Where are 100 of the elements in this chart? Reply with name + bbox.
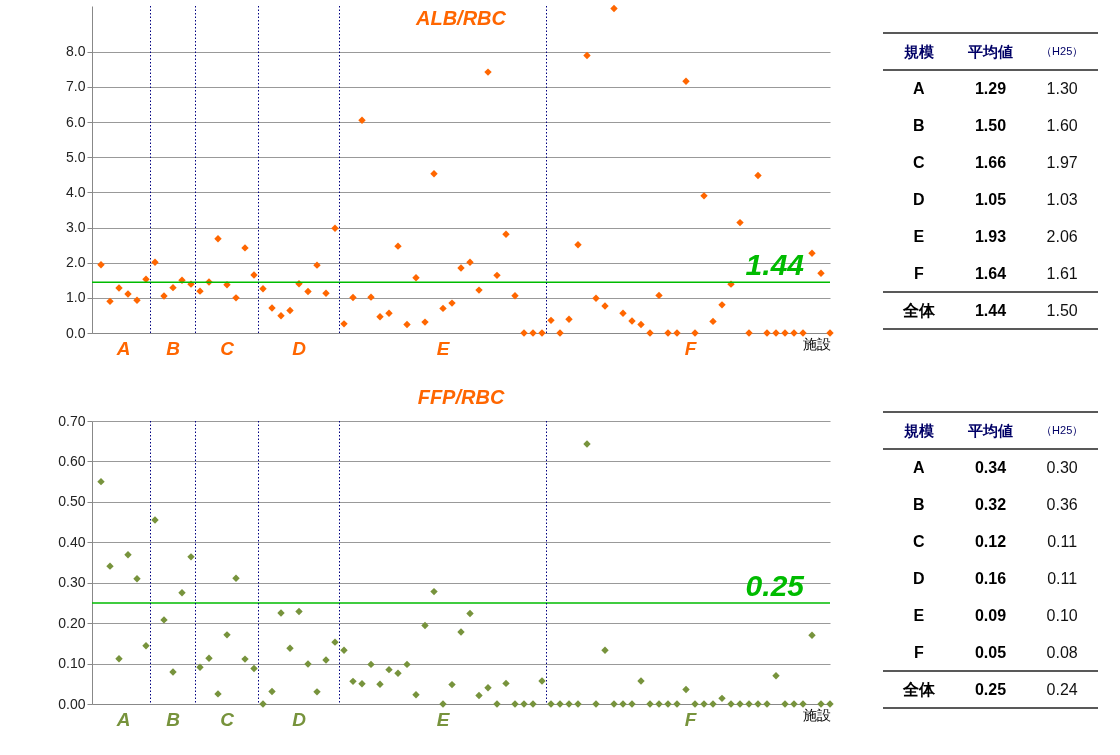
text: B <box>166 338 181 359</box>
text: （H25） <box>1041 423 1084 436</box>
point <box>133 296 141 305</box>
point <box>610 4 618 13</box>
text: A <box>115 709 131 730</box>
y-tick-label: 1.0 <box>66 289 86 306</box>
point <box>502 679 510 688</box>
text: 0.09 <box>974 606 1007 624</box>
text: 全体 <box>901 680 936 698</box>
point <box>295 607 303 616</box>
point <box>385 309 393 318</box>
x-axis-title: 施設 <box>802 706 831 723</box>
text: （H25） <box>1041 44 1084 57</box>
text: A <box>913 458 926 476</box>
text: 2.06 <box>1046 227 1078 245</box>
point <box>268 687 276 696</box>
text: 0.08 <box>1046 643 1078 661</box>
text: C <box>913 153 926 171</box>
text: 1.30 <box>1046 79 1078 97</box>
point <box>772 671 780 680</box>
text: 1.50 <box>974 116 1007 134</box>
y-tick-label: 0.20 <box>58 614 86 631</box>
text: 1.61 <box>1046 264 1078 282</box>
series-label: E <box>436 709 451 730</box>
point <box>349 293 357 302</box>
text: 0.25 <box>974 680 1007 698</box>
text: 全体 <box>901 301 936 319</box>
point <box>682 685 690 694</box>
point <box>736 218 744 227</box>
point <box>349 677 357 686</box>
point <box>106 297 114 306</box>
text: 規模 <box>902 421 935 439</box>
point <box>421 621 429 630</box>
series-label: F <box>684 338 698 359</box>
text: 1.05 <box>974 190 1007 208</box>
series-label: F <box>684 709 698 730</box>
point <box>466 258 474 267</box>
point <box>466 609 474 618</box>
text: 1.64 <box>974 264 1007 282</box>
point <box>637 320 645 329</box>
y-tick-label: 0.40 <box>58 533 86 550</box>
text: 0.11 <box>1047 532 1078 550</box>
point <box>583 51 591 60</box>
chart-title: ALB/RBC <box>415 6 507 29</box>
text: 1.93 <box>974 227 1007 245</box>
point <box>151 258 159 267</box>
point <box>367 660 375 669</box>
text: D <box>913 190 925 208</box>
y-tick-label: 0.50 <box>58 493 86 510</box>
series-label: D <box>292 338 307 359</box>
point <box>430 587 438 596</box>
text: C <box>913 532 926 550</box>
text: 1.60 <box>1046 116 1078 134</box>
point <box>709 317 717 326</box>
text: 0.30 <box>1046 458 1078 476</box>
point <box>448 680 456 689</box>
text: 1.03 <box>1046 190 1078 208</box>
series-label: E <box>436 338 451 359</box>
text: F <box>913 643 924 661</box>
point <box>718 694 726 703</box>
point <box>475 691 483 700</box>
text: 1.66 <box>974 153 1007 171</box>
y-tick-label: 3.0 <box>66 219 86 236</box>
text: 1.97 <box>1046 153 1078 171</box>
text: D <box>913 569 925 587</box>
point <box>205 654 213 663</box>
text: 0.10 <box>1046 606 1078 624</box>
chart-title: FFP/RBC <box>417 386 505 408</box>
point <box>547 316 555 325</box>
text: 0.11 <box>1047 569 1078 587</box>
point <box>754 171 762 180</box>
series-label: A <box>115 338 131 359</box>
point <box>133 574 141 583</box>
y-tick-label: 8.0 <box>66 43 86 60</box>
y-tick-label: 0.00 <box>58 695 86 712</box>
text: 0.36 <box>1046 495 1078 513</box>
y-tick-label: 0.0 <box>66 324 86 341</box>
text: 1.50 <box>1046 301 1078 319</box>
text: B <box>913 495 925 513</box>
y-tick-label: 0.60 <box>58 452 86 469</box>
series-label: C <box>220 338 235 359</box>
point <box>655 291 663 300</box>
series-label: D <box>292 709 307 730</box>
series-label: C <box>220 709 235 730</box>
text: 1.44 <box>974 301 1007 319</box>
point <box>169 283 177 292</box>
text: 0.24 <box>1046 680 1078 698</box>
y-tick-label: 7.0 <box>66 78 86 95</box>
ref-line-label: 1.44 <box>745 248 805 282</box>
series-label: B <box>166 709 181 730</box>
text: F <box>913 264 924 282</box>
text: 0.12 <box>974 532 1007 550</box>
ref-line-label: 0.25 <box>745 568 806 602</box>
y-tick-label: 0.10 <box>58 655 86 672</box>
y-tick-label: 5.0 <box>66 148 86 165</box>
point <box>412 690 420 699</box>
point <box>493 271 501 280</box>
y-tick-label: 2.0 <box>66 254 86 271</box>
point <box>304 287 312 296</box>
y-tick-label: 6.0 <box>66 113 86 130</box>
